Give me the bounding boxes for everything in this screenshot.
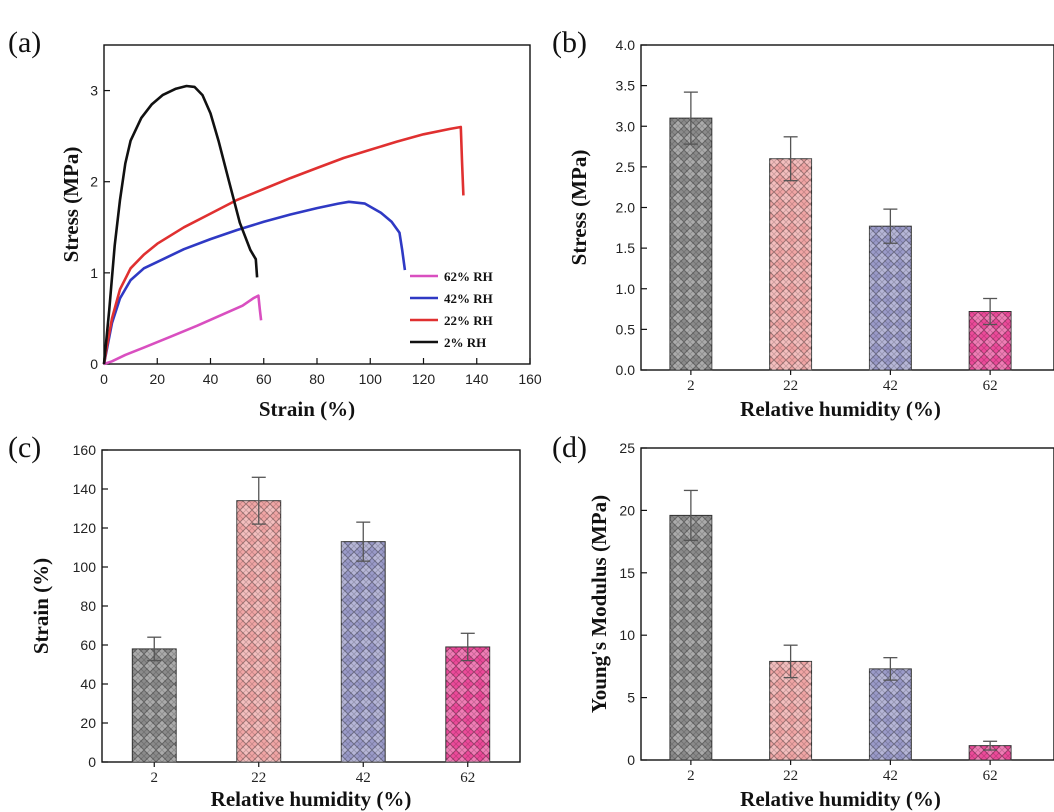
series-line [102, 200, 407, 365]
y-tick-label: 60 [80, 637, 96, 653]
bar-hatch [669, 118, 712, 370]
panel-2: (c) 0 20 40 60 80 100 120 140 160 Strain (%) Relati… [8, 431, 521, 811]
legend-label: 22% RH [444, 313, 493, 328]
bar-hatch [869, 226, 912, 370]
y-tick-label: 2.5 [616, 159, 636, 175]
legend-label: 42% RH [444, 291, 493, 306]
y-tick-label: 15 [619, 565, 635, 581]
series-line [102, 125, 465, 365]
panel-1: (b) 0.0 0.5 1.0 1.5 2.0 2.5 3.0 3.5 4.0 Stress (MP… [552, 26, 1054, 421]
bar-hatch [236, 500, 281, 762]
x-tick-label: 42 [883, 768, 898, 784]
x-tick-label: 0 [100, 371, 108, 387]
x-tick-label: 2 [687, 768, 695, 784]
y-tick-label: 140 [73, 481, 97, 497]
bar-hatch [669, 515, 712, 760]
x-tick-label: 62 [983, 768, 998, 784]
y-tick-label: 0 [90, 356, 98, 372]
x-tick-label: 2 [151, 770, 159, 786]
x-tick-label: 2 [687, 378, 695, 394]
y-tick-label: 120 [73, 520, 97, 536]
x-tick-label: 20 [149, 371, 165, 387]
x-axis-title: Relative humidity (%) [211, 787, 412, 811]
bar-hatch [341, 541, 386, 762]
x-tick-label: 42 [356, 770, 371, 786]
panel-3: (d) 0 5 10 15 20 25 Young's Modulus (MPa) Relati… [552, 431, 1054, 811]
legend-label: 62% RH [444, 269, 493, 284]
panel-label: (a) [8, 26, 41, 59]
x-tick-label: 42 [883, 378, 898, 394]
y-tick-label: 2.0 [616, 200, 636, 216]
panel-0: (a) 0 1 2 3 Stress (MPa) Strain (%) 0 20 40 60 80 10… [8, 26, 542, 421]
y-tick-label: 0.0 [616, 362, 636, 378]
y-tick-label: 10 [619, 627, 635, 643]
panel-label: (d) [552, 431, 587, 464]
series-line [103, 294, 263, 366]
y-tick-label: 40 [80, 676, 96, 692]
bar-hatch [445, 646, 490, 762]
y-tick-label: 3 [90, 83, 98, 99]
x-tick-label: 140 [465, 371, 489, 387]
y-tick-label: 2 [90, 174, 98, 190]
y-tick-label: 3.5 [616, 78, 636, 94]
x-tick-label: 120 [412, 371, 436, 387]
y-tick-label: 4.0 [616, 37, 636, 53]
x-tick-label: 62 [983, 378, 998, 394]
y-tick-label: 20 [80, 715, 96, 731]
y-tick-label: 1.5 [616, 240, 636, 256]
y-tick-label: 1.0 [616, 281, 636, 297]
x-tick-label: 80 [309, 371, 325, 387]
panel-label: (b) [552, 26, 587, 59]
x-tick-label: 160 [518, 371, 542, 387]
bar-hatch [769, 158, 812, 370]
y-tick-label: 0 [88, 754, 96, 770]
panel-label: (c) [8, 431, 41, 464]
y-tick-label: 25 [619, 440, 635, 456]
y-tick-label: 160 [73, 442, 97, 458]
plot-frame [640, 447, 1054, 761]
y-tick-label: 0.5 [616, 321, 636, 337]
y-tick-label: 5 [627, 690, 635, 706]
x-tick-label: 22 [783, 768, 798, 784]
x-tick-label: 100 [359, 371, 383, 387]
x-axis-title: Relative humidity (%) [740, 787, 941, 811]
x-axis-title: Strain (%) [259, 397, 355, 421]
y-tick-label: 3.0 [616, 118, 636, 134]
bar-hatch [132, 648, 177, 762]
x-axis-title: Relative humidity (%) [740, 397, 941, 421]
x-tick-label: 40 [203, 371, 219, 387]
bar-hatch [869, 668, 912, 760]
y-tick-label: 100 [73, 559, 97, 575]
x-tick-label: 22 [251, 770, 266, 786]
bar-hatch [969, 745, 1012, 760]
y-tick-label: 0 [627, 752, 635, 768]
y-axis-title: Stress (MPa) [59, 147, 83, 263]
x-tick-label: 22 [783, 378, 798, 394]
y-tick-label: 20 [619, 502, 635, 518]
y-axis-title: Young's Modulus (MPa) [587, 495, 611, 713]
series-line [102, 84, 259, 365]
legend-label: 2% RH [444, 335, 486, 350]
y-axis-title: Strain (%) [29, 558, 53, 654]
y-tick-label: 80 [80, 598, 96, 614]
y-axis-title: Stress (MPa) [567, 150, 591, 266]
x-tick-label: 62 [460, 770, 475, 786]
y-tick-label: 1 [90, 265, 98, 281]
x-tick-label: 60 [256, 371, 272, 387]
